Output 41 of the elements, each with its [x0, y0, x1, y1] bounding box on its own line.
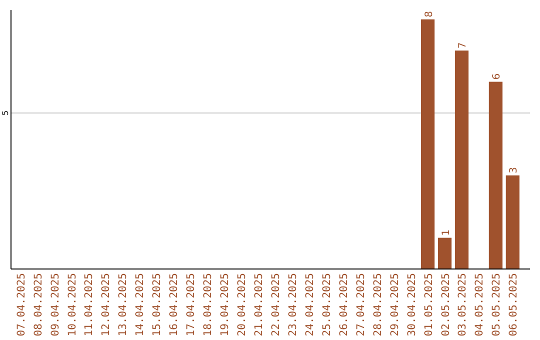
x-tick-label: 26.04.2025 — [338, 273, 350, 336]
x-tick-label: 05.05.2025 — [490, 273, 503, 336]
x-tick-label: 15.04.2025 — [151, 273, 164, 336]
bar — [506, 175, 520, 269]
x-tick-label: 24.04.2025 — [304, 273, 316, 336]
bar — [438, 238, 452, 269]
data-label: 3 — [508, 167, 520, 174]
x-tick-label: 14.04.2025 — [134, 273, 146, 336]
data-label: 1 — [440, 229, 452, 236]
x-tick-label: 02.05.2025 — [440, 273, 452, 336]
x-tick-label: 21.04.2025 — [253, 273, 266, 336]
x-tick-label: 16.04.2025 — [168, 273, 180, 336]
bar — [454, 50, 469, 269]
x-tick-label: 12.04.2025 — [100, 273, 112, 336]
x-tick-label: 17.04.2025 — [185, 273, 198, 336]
x-tick-label: 29.04.2025 — [388, 273, 401, 336]
data-label: 8 — [424, 10, 435, 18]
bar — [488, 82, 502, 269]
x-tick-label: 09.04.2025 — [49, 273, 62, 336]
x-tick-label: 27.04.2025 — [354, 273, 367, 336]
x-tick-label: 13.04.2025 — [117, 273, 130, 336]
x-tick-label: 07.04.2025 — [15, 273, 28, 336]
x-tick-label: 23.04.2025 — [286, 273, 299, 336]
x-tick-label: 19.04.2025 — [219, 273, 232, 336]
x-tick-label: 28.04.2025 — [372, 273, 384, 336]
x-tick-label: 22.04.2025 — [270, 273, 282, 336]
x-tick-label: 06.05.2025 — [508, 273, 520, 336]
data-label: 7 — [458, 42, 469, 49]
x-tick-label: 11.04.2025 — [83, 273, 96, 336]
x-tick-label: 03.05.2025 — [456, 273, 469, 336]
data-label: 6 — [492, 73, 503, 80]
x-tick-label: 08.04.2025 — [32, 273, 44, 336]
x-tick-label: 25.04.2025 — [320, 273, 333, 336]
x-tick-label: 01.05.2025 — [422, 273, 435, 336]
x-tick-label: 30.04.2025 — [406, 273, 418, 336]
x-tick-label: 20.04.2025 — [236, 273, 248, 336]
x-tick-label: 10.04.2025 — [66, 273, 78, 336]
x-tick-label: 04.05.2025 — [474, 273, 486, 336]
x-tick-label: 18.04.2025 — [202, 273, 214, 336]
y-tick-label: 5 — [1, 110, 10, 116]
bar — [420, 19, 435, 269]
